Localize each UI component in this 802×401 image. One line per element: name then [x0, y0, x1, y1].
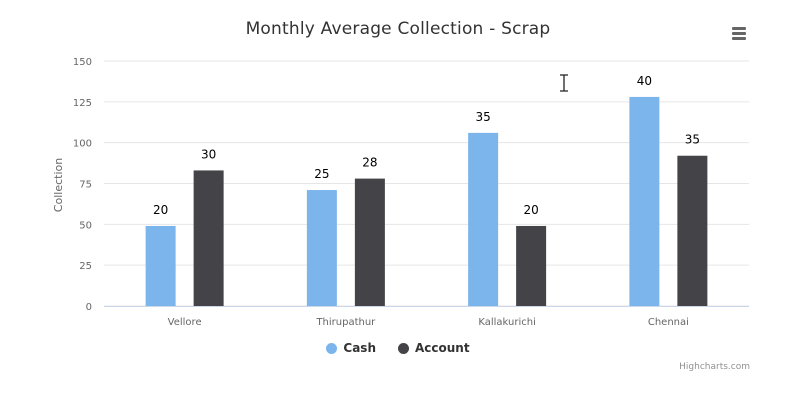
legend-label-cash: Cash: [343, 341, 376, 355]
data-label: 20: [153, 203, 168, 217]
hamburger-menu-icon: [732, 27, 746, 30]
bar-account-thirupathur[interactable]: [354, 178, 385, 306]
legend-item-account[interactable]: Account: [398, 341, 470, 355]
data-label: 35: [475, 110, 490, 124]
legend-label-account: Account: [415, 341, 470, 355]
chart-menu-button[interactable]: [727, 22, 751, 44]
data-label: 30: [201, 147, 216, 161]
text-cursor-icon: [560, 74, 568, 92]
data-label: 28: [362, 156, 377, 170]
bar-cash-vellore[interactable]: [145, 225, 176, 306]
legend-dot-cash: [326, 342, 338, 354]
x-tick-label: Thirupathur: [315, 317, 376, 328]
y-tick-label: 50: [79, 220, 92, 231]
y-tick-label: 75: [79, 180, 92, 191]
credits-link[interactable]: Highcharts.com: [679, 362, 750, 372]
chart-title: Monthly Average Collection - Scrap: [245, 19, 551, 39]
bar-account-chennai[interactable]: [677, 155, 708, 306]
y-axis-title: Collection: [52, 158, 65, 212]
y-tick-label: 125: [73, 98, 92, 109]
data-label: 35: [685, 133, 700, 147]
bar-account-vellore[interactable]: [193, 170, 224, 306]
data-label: 25: [314, 167, 329, 181]
data-label: 40: [637, 74, 652, 88]
bar-cash-kallakurichi[interactable]: [468, 132, 499, 306]
x-tick-label: Kallakurichi: [478, 317, 536, 328]
legend: Cash Account: [0, 341, 796, 355]
y-tick-label: 150: [73, 57, 92, 68]
legend-item-cash[interactable]: Cash: [326, 341, 376, 355]
bar-cash-thirupathur[interactable]: [306, 190, 337, 306]
y-tick-label: 25: [79, 261, 92, 272]
y-tick-label: 100: [73, 139, 92, 150]
legend-dot-account: [398, 342, 409, 354]
x-tick-label: Chennai: [648, 317, 689, 328]
bar-cash-chennai[interactable]: [629, 96, 660, 306]
data-label: 20: [523, 203, 538, 217]
bar-account-kallakurichi[interactable]: [516, 225, 547, 306]
x-tick-label: Vellore: [168, 317, 202, 328]
y-tick-label: 0: [86, 302, 92, 313]
